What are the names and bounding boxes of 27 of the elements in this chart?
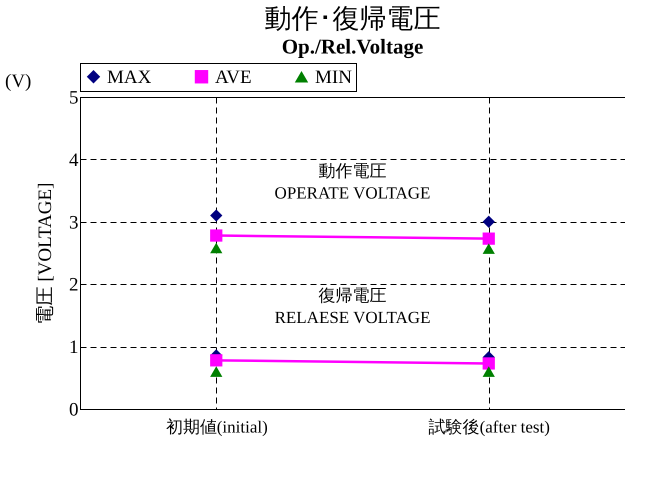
legend-label: MIN xyxy=(315,66,352,88)
point xyxy=(210,366,222,377)
point xyxy=(210,209,222,222)
y-tick-label: 2 xyxy=(69,274,78,296)
point xyxy=(210,242,222,254)
y-tick-label: 4 xyxy=(69,150,79,171)
x-tick-label: 初期値(initial) xyxy=(166,418,268,436)
annotation: 復帰電圧 RELAESE VOLTAGE xyxy=(274,286,430,328)
point xyxy=(482,243,495,254)
y-axis-title: 電圧 [VOLTAGE] xyxy=(35,182,56,324)
point xyxy=(210,354,222,366)
legend-label: MAX xyxy=(107,66,152,88)
y-tick-label: 3 xyxy=(69,212,78,234)
chart-subtitle: Op./Rel.Voltage xyxy=(282,34,424,58)
point xyxy=(482,357,495,370)
point xyxy=(482,232,495,245)
x-tick-label: 試験後(after test) xyxy=(428,418,550,436)
point xyxy=(482,216,495,228)
y-tick-label: 5 xyxy=(69,88,78,108)
legend-label: AVE xyxy=(215,66,252,88)
y-tick-label: 0 xyxy=(69,400,78,420)
y-tick-label: 1 xyxy=(69,337,78,358)
annotation: 動作電圧 OPERATE VOLTAGE xyxy=(274,161,430,202)
chart-title: 動作･復帰電圧 xyxy=(264,4,440,34)
text: (V) xyxy=(5,71,32,92)
point xyxy=(210,229,222,242)
point xyxy=(482,366,495,377)
